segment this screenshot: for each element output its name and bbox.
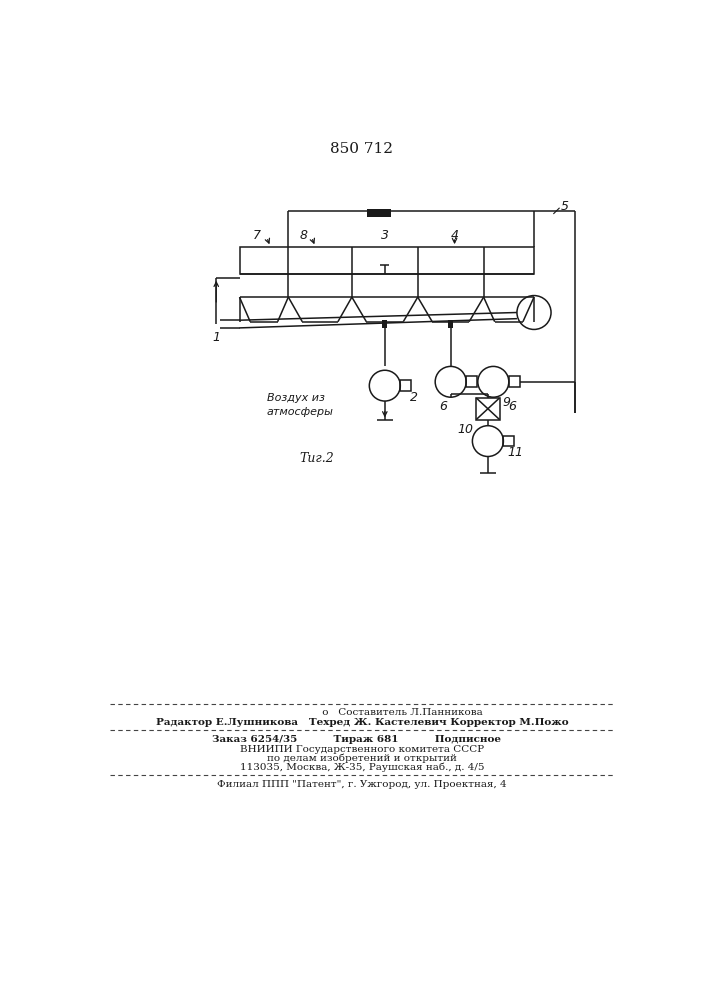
Bar	[448, 320, 453, 328]
Text: o   Составитель Л.Панникова: o Составитель Л.Панникова	[241, 708, 483, 717]
Text: 7: 7	[253, 229, 262, 242]
Text: 4: 4	[450, 229, 459, 242]
Text: 11: 11	[507, 446, 523, 459]
Bar	[240, 247, 534, 274]
Text: 10: 10	[457, 423, 473, 436]
Text: Воздух из
атмосферы: Воздух из атмосферы	[267, 393, 334, 417]
Text: 2: 2	[410, 391, 419, 404]
Text: 6: 6	[439, 400, 447, 413]
Bar	[382, 320, 387, 328]
Bar	[466, 376, 477, 387]
Text: 850 712: 850 712	[330, 142, 394, 156]
Text: по делам изобретений и открытий: по делам изобретений и открытий	[267, 754, 457, 763]
Text: ВНИИПИ Государственного комитета СССР: ВНИИПИ Государственного комитета СССР	[240, 745, 484, 754]
Text: 6: 6	[509, 400, 517, 413]
Bar	[477, 398, 500, 420]
Text: Заказ 6254/35          Тираж 681          Подписное: Заказ 6254/35 Тираж 681 Подписное	[212, 735, 501, 744]
Text: Филиал ППП "Патент", г. Ужгород, ул. Проектная, 4: Филиал ППП "Патент", г. Ужгород, ул. Про…	[217, 780, 507, 789]
Text: 113035, Москва, Ж-35, Раушская наб., д. 4/5: 113035, Москва, Ж-35, Раушская наб., д. …	[240, 763, 484, 772]
Bar	[400, 380, 411, 391]
Text: 1: 1	[212, 331, 221, 344]
Bar	[509, 376, 520, 387]
Text: Радактор Е.Лушникова   Техред Ж. Кастелевич Корректор М.Пожо: Радактор Е.Лушникова Техред Ж. Кастелеви…	[156, 718, 568, 727]
Bar	[368, 209, 391, 217]
Text: 5: 5	[561, 200, 569, 213]
Bar	[503, 436, 514, 446]
Text: 8: 8	[300, 229, 308, 242]
Text: 3: 3	[381, 229, 389, 242]
Text: 9: 9	[503, 396, 510, 409]
Text: Τиг.2: Τиг.2	[300, 452, 334, 465]
